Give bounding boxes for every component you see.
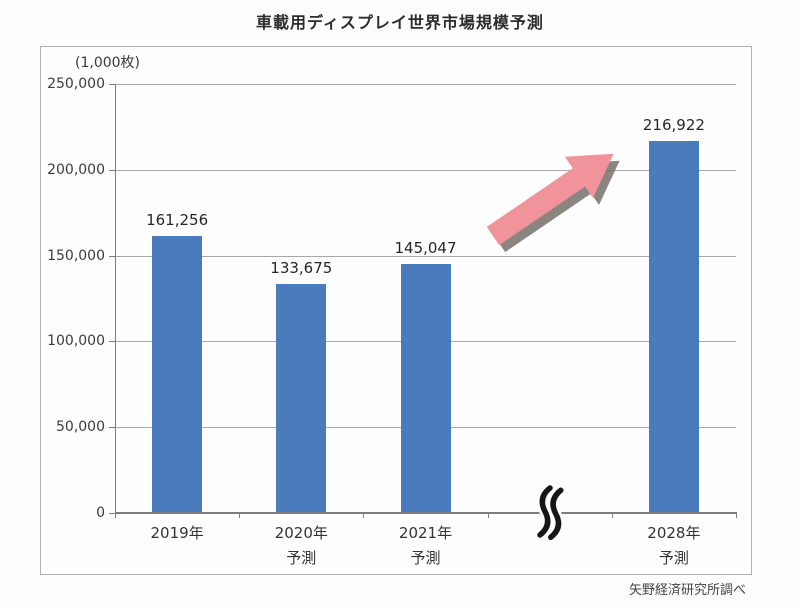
y-axis-line: [115, 84, 116, 513]
gridline: [115, 84, 736, 85]
x-tick-mark: [239, 513, 241, 518]
y-tick-label: 100,000: [47, 333, 105, 350]
y-tick-label: 0: [96, 505, 105, 521]
x-axis-line: [115, 512, 737, 514]
x-category-sublabel: 予測: [410, 549, 441, 567]
bar: [648, 140, 699, 512]
source-credit: 矢野経済研究所調べ: [628, 583, 746, 598]
y-tick-mark: [109, 84, 115, 85]
bar: [400, 264, 451, 512]
y-tick-label: 200,000: [47, 161, 105, 178]
y-tick-mark: [109, 255, 115, 257]
x-tick-mark: [363, 513, 365, 518]
y-tick-label: 250,000: [47, 76, 105, 92]
y-tick-mark: [109, 427, 115, 429]
x-tick-mark: [611, 513, 613, 518]
gridline: [115, 255, 736, 257]
bar-value-label: 145,047: [394, 239, 457, 258]
y-tick-mark: [109, 341, 115, 343]
bar-value-label: 216,922: [642, 115, 705, 134]
x-tick-mark: [115, 513, 116, 518]
x-category-label: 2020年: [274, 524, 328, 542]
bar-value-label: 133,675: [270, 258, 333, 277]
y-tick-label: 50,000: [56, 419, 105, 436]
x-category-label: 2019年: [150, 524, 204, 542]
chart-title: 車載用ディスプレイ世界市場規模予測: [256, 13, 544, 32]
bar: [276, 283, 327, 512]
x-category-sublabel: 予測: [658, 549, 689, 567]
plot-area: 0 50,000 100,000 150,000 200,000 250,000 161,2…: [41, 47, 753, 576]
y-tick-label: 150,000: [47, 247, 105, 264]
x-tick-mark: [487, 513, 489, 518]
y-tick-mark: [109, 169, 115, 171]
x-category-label: 2028年: [647, 524, 701, 542]
x-tick-mark: [736, 513, 737, 518]
bar-value-label: 161,256: [146, 211, 209, 230]
y-axis-unit-label: (1,000枚): [75, 55, 141, 71]
chart-frame: (1,000枚) 0 50,000 100,000 150,000 200,000 250…: [40, 46, 752, 575]
bar: [152, 236, 203, 512]
x-category-sublabel: 予測: [286, 549, 317, 567]
x-category-label: 2021年: [398, 524, 453, 542]
gridline: [115, 169, 736, 171]
y-tick-mark: [109, 513, 115, 514]
